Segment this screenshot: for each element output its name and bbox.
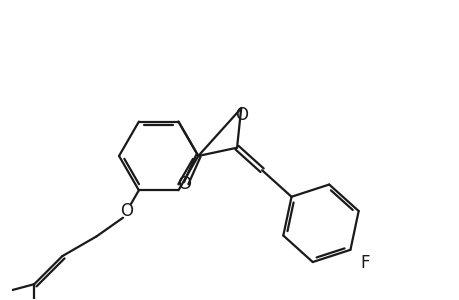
Text: O: O [178, 175, 191, 193]
Text: O: O [120, 202, 133, 220]
Text: O: O [234, 106, 247, 124]
Text: F: F [360, 254, 369, 272]
